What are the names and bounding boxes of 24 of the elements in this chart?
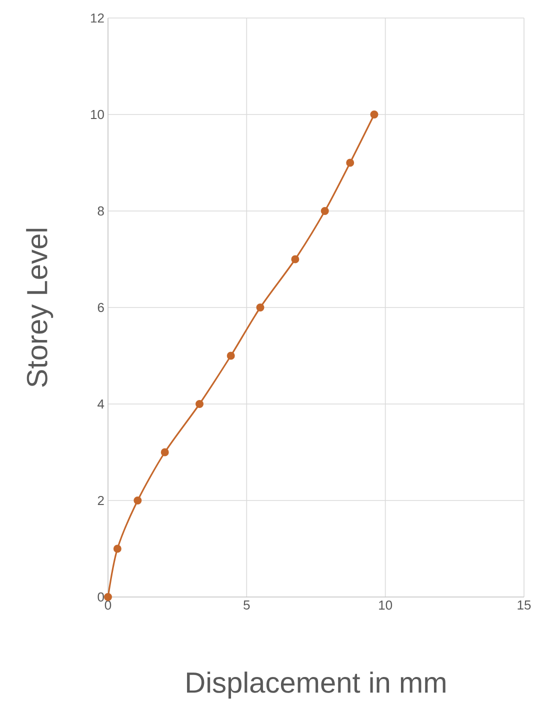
x-tick-label: 0 <box>104 600 112 610</box>
point <box>196 400 204 408</box>
x-tick-label: 15 <box>518 600 531 610</box>
point <box>370 110 378 118</box>
point <box>160 448 169 456</box>
point <box>226 352 235 360</box>
y-tick-label: 2 <box>98 496 104 506</box>
x-tick-label: 5 <box>244 600 250 610</box>
x-axis-title: Displacement in mm <box>187 672 446 699</box>
point <box>104 592 112 601</box>
point <box>320 207 329 215</box>
y-tick-label: 6 <box>98 302 104 312</box>
point <box>291 255 300 264</box>
x-tick-label: 10 <box>379 600 392 610</box>
y-tick-label: 0 <box>98 592 104 602</box>
point <box>113 544 122 553</box>
y-tick-label: 4 <box>98 400 104 408</box>
y-axis-title: Storey Level <box>26 228 54 387</box>
point <box>256 304 264 312</box>
y-tick-label: 10 <box>90 110 104 120</box>
point <box>134 496 142 504</box>
point <box>346 158 354 167</box>
y-tick-label: 8 <box>98 206 104 216</box>
y-tick-label: 12 <box>90 13 104 23</box>
